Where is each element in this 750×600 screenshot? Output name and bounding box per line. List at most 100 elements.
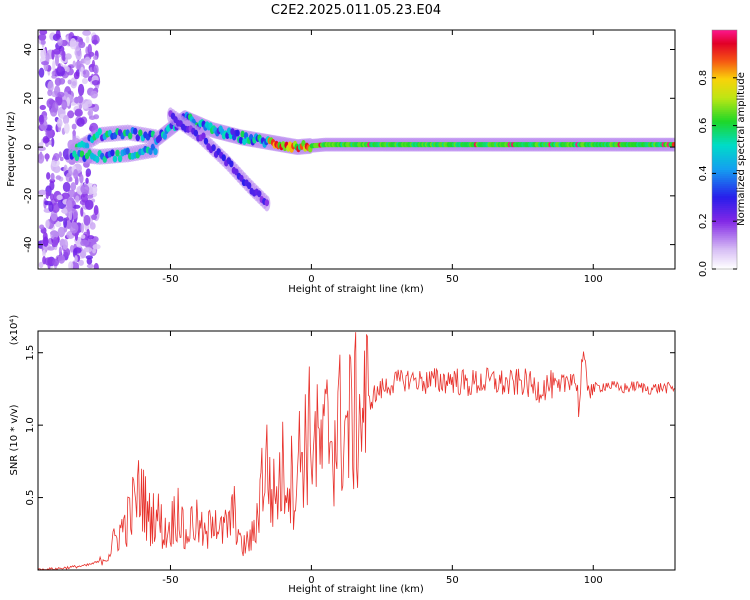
- heatmap-cell: [230, 128, 235, 136]
- colorbar-band: [712, 145, 737, 149]
- colorbar-band: [712, 245, 737, 248]
- heatmap-cell: [193, 129, 199, 137]
- heatmap-cell: [47, 80, 54, 93]
- x-tick-label: 100: [584, 575, 603, 586]
- colorbar-band: [712, 203, 737, 206]
- heatmap-cell: [80, 222, 85, 234]
- heatmap-cell: [49, 180, 55, 191]
- heatmap-cell: [92, 236, 97, 245]
- heatmap-cell: [67, 79, 72, 85]
- heatmap-cell: [62, 208, 68, 214]
- heatmap-cell: [84, 142, 90, 150]
- chart-title: C2E2.2025.011.05.23.E04: [271, 3, 441, 18]
- colorbar-band: [712, 221, 737, 224]
- colorbar-band: [712, 217, 737, 220]
- colorbar-band: [712, 119, 737, 123]
- heatmap-cell: [70, 182, 77, 191]
- colorbar-band: [712, 133, 737, 137]
- heatmap-cell: [115, 149, 120, 157]
- colorbar-band: [712, 123, 737, 127]
- colorbar-band: [712, 223, 737, 226]
- colorbar-band: [712, 159, 737, 163]
- heatmap-cell: [80, 66, 85, 77]
- heatmap-cell: [135, 134, 140, 142]
- heatmap-cell: [242, 137, 247, 145]
- heatmap-cell: [203, 137, 209, 145]
- colorbar-band: [712, 117, 737, 121]
- spectrogram-frame: [37, 29, 676, 270]
- heatmap-cell: [51, 159, 60, 168]
- heatmap-cell: [78, 41, 86, 49]
- colorbar-band: [712, 113, 737, 117]
- colorbar-band: [712, 111, 737, 115]
- heatmap-cell: [52, 60, 56, 72]
- heatmap-cell: [51, 202, 60, 214]
- colorbar-band: [712, 67, 737, 71]
- heatmap-cell: [240, 130, 245, 138]
- heatmap-cell: [117, 155, 123, 163]
- heatmap-cell: [52, 101, 59, 113]
- x-tick-label: 50: [446, 575, 459, 586]
- spectrogram-y-label: Frequency (Hz): [6, 111, 17, 187]
- heatmap-cell: [86, 194, 94, 199]
- heatmap-cell: [82, 30, 92, 36]
- colorbar-band: [712, 265, 737, 268]
- colorbar-band: [712, 215, 737, 218]
- colorbar-band: [712, 30, 737, 33]
- heatmap-cell: [68, 176, 73, 182]
- heatmap-cell: [56, 118, 63, 128]
- colorbar-band: [712, 251, 737, 254]
- x-tick-label: 0: [308, 575, 314, 586]
- heatmap-cell: [84, 199, 94, 211]
- colorbar-band: [712, 65, 737, 69]
- colorbar-band: [712, 233, 737, 236]
- heatmap-cell: [80, 234, 86, 239]
- heatmap-cell: [87, 43, 92, 55]
- snr-y-ticks: 0.5 1.0 1.5: [25, 345, 675, 506]
- heatmap-cell: [42, 236, 49, 247]
- heatmap-cell: [138, 129, 143, 137]
- y-tick-label: -40: [23, 236, 34, 252]
- heatmap-cell: [68, 261, 74, 269]
- x-tick-label: 50: [446, 274, 459, 285]
- heatmap-cell: [83, 214, 91, 226]
- heatmap-cell: [92, 184, 97, 194]
- colorbar-band: [712, 41, 737, 45]
- heatmap-cell: [93, 64, 99, 75]
- colorbar-band: [712, 47, 737, 51]
- heatmap-cell: [257, 190, 262, 198]
- colorbar-band: [712, 51, 737, 55]
- heatmap-cell: [125, 147, 130, 155]
- colorbar-band: [712, 167, 737, 171]
- y-tick-label: 0.5: [25, 490, 36, 506]
- heatmap-cell: [55, 30, 61, 40]
- colorbar-band: [712, 31, 737, 35]
- heatmap-cell: [153, 148, 158, 156]
- spectrogram-y-ticks: -40 -20 0 20 40: [23, 43, 675, 253]
- colorbar-band: [712, 211, 737, 214]
- colorbar-band: [712, 137, 737, 141]
- heatmap-cell: [67, 110, 75, 119]
- heatmap-cell: [47, 89, 53, 97]
- colorbar-band: [712, 97, 737, 101]
- y-tick-label: 1.0: [25, 417, 36, 433]
- heatmap-cell: [39, 224, 45, 230]
- heatmap-cell: [85, 35, 90, 44]
- heatmap-cell: [91, 214, 97, 221]
- colorbar-band: [712, 213, 737, 216]
- heatmap-cell: [86, 263, 94, 269]
- heatmap-cell: [112, 155, 118, 163]
- colorbar-band: [712, 259, 737, 262]
- colorbar-band: [712, 161, 737, 165]
- colorbar-band: [712, 237, 737, 240]
- colorbar-band: [712, 229, 737, 232]
- colorbar-band: [712, 239, 737, 242]
- heatmap-cell: [72, 204, 81, 209]
- x-tick-label: 100: [584, 274, 603, 285]
- colorbar-band: [712, 171, 737, 174]
- heatmap-cell: [69, 222, 79, 234]
- heatmap-cell: [58, 246, 62, 256]
- colorbar-tick-label: 0.0: [698, 261, 709, 277]
- heatmap-cell: [87, 235, 95, 240]
- colorbar-band: [712, 199, 737, 202]
